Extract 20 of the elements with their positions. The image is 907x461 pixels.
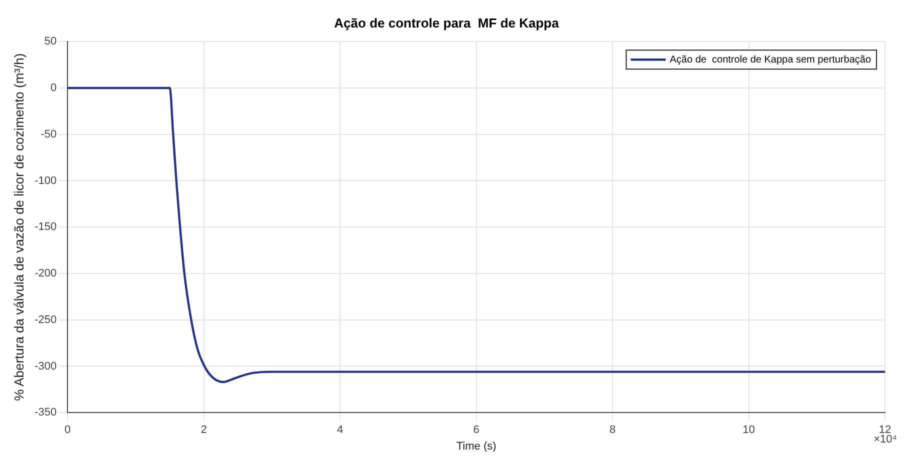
text: ×10⁴ (874, 434, 898, 446)
x-tick-label: 6 (473, 424, 480, 436)
y-tick-label: -350 (34, 406, 57, 419)
x-axis-title: Time (s) (456, 440, 496, 452)
y-tick-label: -150 (34, 221, 57, 234)
y-tick-label: 0 (50, 82, 57, 94)
x-tick-label: 10 (742, 424, 755, 436)
x-tick-label: 8 (609, 424, 616, 436)
y-tick-label: -250 (34, 314, 57, 326)
y-tick-label: -100 (34, 174, 57, 187)
y-tick-label: -300 (34, 360, 57, 372)
x-tick-label: 4 (337, 424, 344, 436)
x-tick-label: 0 (64, 424, 71, 436)
x-tick-label: 2 (200, 424, 207, 436)
chart-title: Ação de controle para MF de Kappa (334, 15, 560, 30)
y-tick-label: -50 (40, 128, 57, 140)
y-tick-label: 50 (44, 36, 57, 48)
legend-label: Ação de controle de Kappa sem perturbação (670, 54, 872, 66)
y-axis-title: % Abertura da válvula de vazão de licor de cozimento (m³/h) (11, 53, 26, 401)
y-tick-label: -200 (34, 268, 57, 280)
